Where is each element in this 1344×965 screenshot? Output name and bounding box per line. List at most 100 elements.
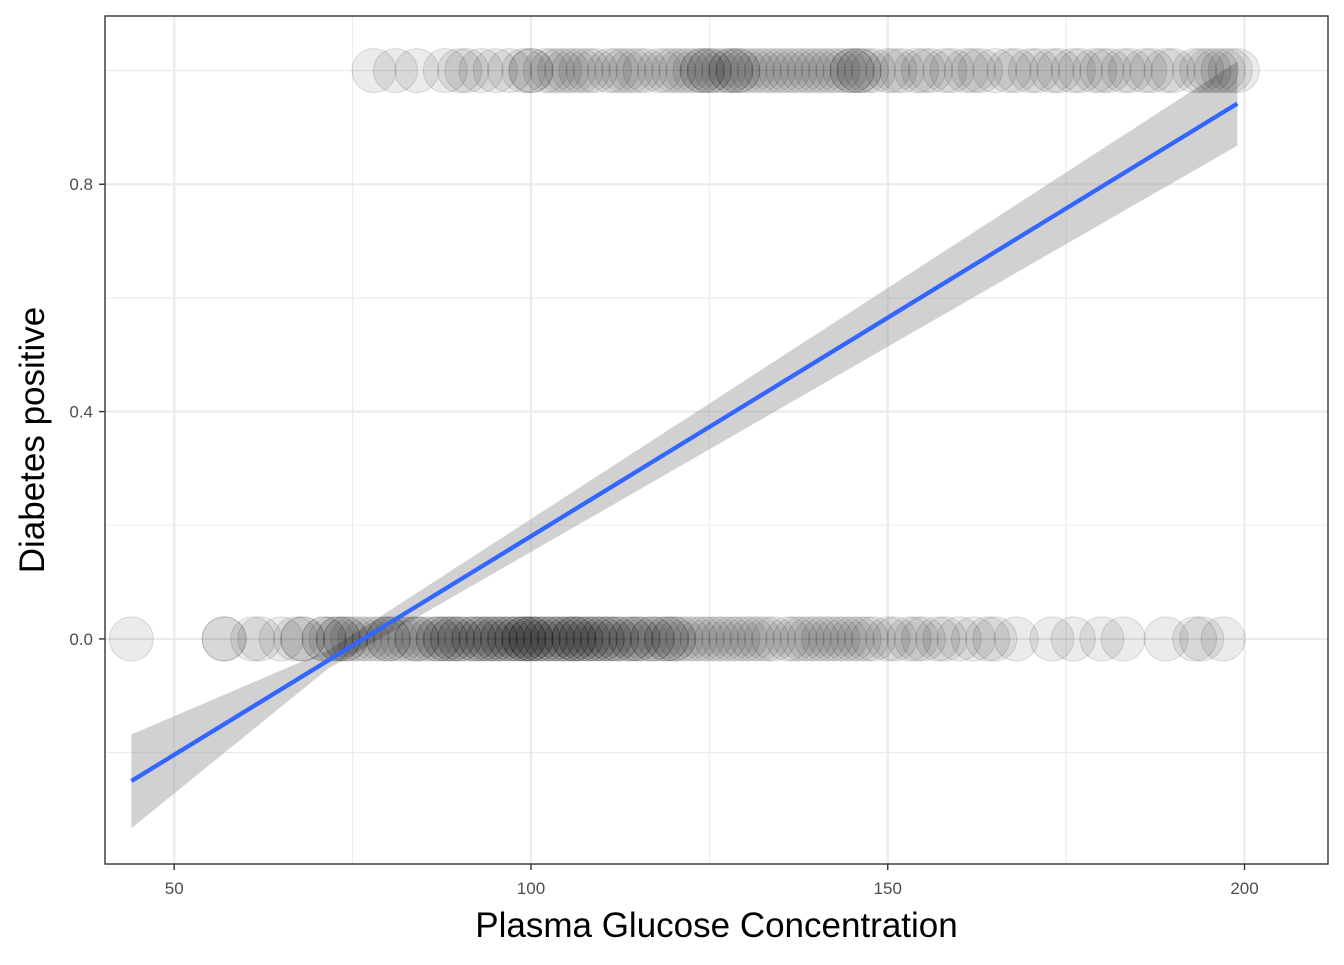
scatter-point <box>922 48 968 94</box>
scatter-point <box>786 616 832 662</box>
scatter-point <box>622 616 668 662</box>
scatter-point <box>572 616 618 662</box>
scatter-point <box>479 616 525 662</box>
scatter-point <box>451 616 497 662</box>
scatter-point <box>415 616 461 662</box>
scatter-point <box>572 616 618 662</box>
scatter-point <box>108 616 154 662</box>
scatter-point <box>829 616 875 662</box>
scatter-point <box>993 48 1039 94</box>
scatter-point <box>1050 48 1096 94</box>
scatter-point <box>644 616 690 662</box>
scatter-point <box>1143 48 1189 94</box>
scatter-point <box>929 48 975 94</box>
y-tick-label: 0.0 <box>69 630 93 649</box>
scatter-point <box>622 48 668 94</box>
scatter-point <box>694 616 739 662</box>
scatter-point <box>736 48 782 94</box>
scatter-point <box>729 48 775 94</box>
scatter-point <box>672 48 718 94</box>
scatter-point <box>808 48 854 94</box>
confidence-band-layer <box>131 61 1238 829</box>
x-tick-label: 100 <box>517 879 545 898</box>
plot-panel-border <box>104 15 1329 865</box>
fit-line-layer <box>130 101 1239 783</box>
scatter-point <box>501 616 547 662</box>
scatter-point <box>829 48 875 94</box>
scatter-point <box>665 616 711 662</box>
scatter-point <box>1179 48 1225 94</box>
scatter-point <box>644 616 690 662</box>
scatter-point <box>401 616 447 662</box>
scatter-point <box>394 48 440 94</box>
scatter-point <box>280 616 326 662</box>
scatter-point <box>765 616 811 662</box>
scatter-point <box>508 616 554 662</box>
scatter-point <box>415 616 461 662</box>
scatter-point <box>230 616 276 662</box>
scatter-point <box>465 616 511 662</box>
scatter-point <box>394 616 440 662</box>
scatter-point <box>701 48 747 94</box>
scatter-point <box>422 616 468 662</box>
scatter-point <box>850 616 896 662</box>
scatter-point <box>751 48 797 94</box>
scatter-point <box>686 48 732 94</box>
scatter-point <box>1029 48 1075 94</box>
scatter-point <box>472 616 518 662</box>
scatter-point <box>551 616 597 662</box>
scatter-point <box>922 616 968 662</box>
scatter-point <box>537 616 583 662</box>
scatter-point <box>487 48 533 94</box>
scatter-point <box>422 48 468 94</box>
scatter-point <box>850 48 896 94</box>
scatter-point <box>672 616 718 662</box>
scatter-point <box>736 616 782 662</box>
scatter-point <box>408 616 454 662</box>
scatter-point <box>565 48 611 94</box>
scatter-point <box>801 48 847 94</box>
scatter-point <box>1172 616 1218 662</box>
scatter-point <box>601 48 647 94</box>
scatter-point <box>458 616 504 662</box>
scatter-point <box>444 616 490 662</box>
scatter-point <box>636 616 682 662</box>
scatter-point <box>822 616 868 662</box>
scatter-point <box>372 48 418 94</box>
scatter-point <box>1100 48 1146 94</box>
scatter-point <box>544 616 590 662</box>
scatter-point <box>993 616 1039 662</box>
scatter-point <box>501 616 547 662</box>
minor-gridlines <box>105 16 1328 864</box>
scatter-point <box>522 48 568 94</box>
scatter-point <box>722 48 768 94</box>
scatter-point <box>437 616 483 662</box>
scatter-point <box>629 616 675 662</box>
scatter-point <box>651 616 697 662</box>
scatter-point <box>1100 616 1146 662</box>
scatter-point <box>501 616 547 662</box>
y-axis-title: Diabetes positive <box>13 307 52 574</box>
scatter-point <box>743 48 789 94</box>
scatter-point <box>586 48 632 94</box>
scatter-point <box>936 616 982 662</box>
scatter-point <box>893 48 939 94</box>
scatter-point <box>665 48 711 94</box>
y-axis-ticks: 0.0 0.4 0.8 <box>69 175 105 649</box>
scatter-point <box>472 616 518 662</box>
scatter-point <box>558 616 604 662</box>
scatter-point <box>651 616 697 662</box>
scatter-point <box>872 48 918 94</box>
scatter-point <box>429 616 475 662</box>
scatter-point <box>515 616 561 662</box>
scatter-point <box>793 48 839 94</box>
scatter-point <box>237 616 283 662</box>
scatter-point <box>886 616 932 662</box>
scatter-point <box>651 48 697 94</box>
scatter-point <box>1079 48 1125 94</box>
scatter-point <box>508 616 554 662</box>
scatter-point <box>586 616 632 662</box>
scatter-point <box>829 48 875 94</box>
